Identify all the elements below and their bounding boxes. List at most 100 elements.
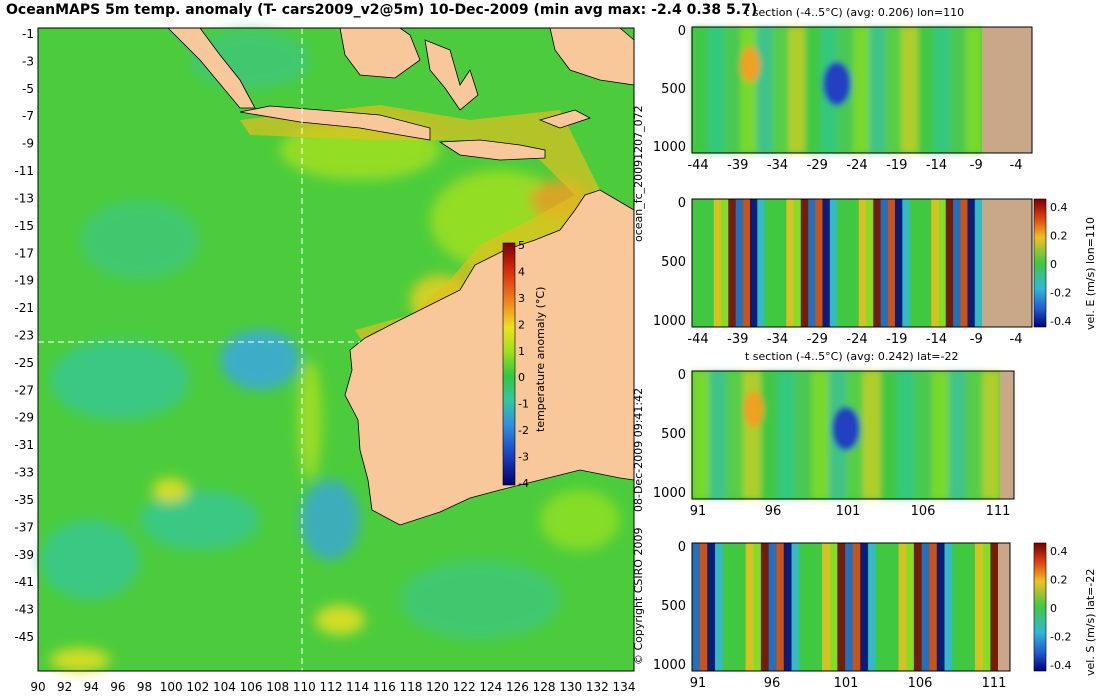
panel-y-tick: 1000 — [653, 140, 686, 155]
panel-stripe — [885, 27, 902, 153]
panel-x-tick: 106 — [908, 676, 933, 691]
lon-tick-label: 92 — [57, 680, 72, 694]
panel-stripe — [783, 543, 792, 671]
panel-stripe — [945, 199, 954, 327]
panel-stripe — [772, 27, 790, 153]
panel-stripe — [974, 199, 983, 327]
panel-stripe — [760, 543, 769, 671]
panel-stripe — [714, 543, 724, 671]
panel-stripe — [750, 199, 758, 327]
panel-stripe — [808, 199, 816, 327]
panel-stripe — [906, 543, 915, 671]
map-colorbar-tick: 4 — [518, 265, 525, 278]
lat-tick-label: -25 — [14, 356, 34, 370]
lat-tick-label: -41 — [14, 575, 34, 589]
panel-y-tick: 0 — [678, 24, 686, 39]
lat-tick-label: -27 — [14, 383, 34, 397]
panel-stripe — [916, 199, 925, 327]
run-date-label: 08-Dec-2009 09:41:42 — [632, 387, 645, 512]
lon-tick-label: 102 — [186, 680, 209, 694]
map-colorbar-tick: 0 — [518, 371, 525, 384]
lat-tick-label: -15 — [14, 219, 34, 233]
panel-colorbar-tick: 0.4 — [1050, 545, 1068, 558]
panel-x-tick: -29 — [807, 332, 828, 347]
cold-blob — [832, 406, 860, 451]
panel-stripe — [844, 199, 852, 327]
panel-y-tick: 1000 — [653, 486, 686, 501]
lon-tick-label: 110 — [293, 680, 316, 694]
panel-stripe — [815, 199, 823, 327]
panel-stripe — [867, 543, 877, 671]
panel-x-tick: -24 — [846, 158, 867, 173]
lat-tick-label: -13 — [14, 191, 34, 205]
panel-stripe — [853, 27, 870, 153]
panel-stripe — [959, 543, 968, 671]
panel-stripe — [730, 543, 739, 671]
panel-seabed — [1000, 371, 1014, 499]
panel-stripe — [728, 199, 736, 327]
panel-stripe — [811, 371, 830, 499]
panel-x-tick: -39 — [727, 158, 748, 173]
lesser-sunda-landmass — [438, 139, 546, 161]
map-colorbar-tick: -4 — [518, 477, 529, 490]
panel-stripe — [866, 199, 874, 327]
panel-stripe — [931, 371, 950, 499]
panel-stripe — [890, 543, 900, 671]
panel-stripe — [948, 371, 967, 499]
panel-x-tick: -44 — [687, 158, 708, 173]
panel-stripe — [743, 371, 761, 499]
panel-x-tick: 111 — [982, 676, 1007, 691]
map-frame — [37, 27, 635, 672]
panel-stripe — [858, 199, 867, 327]
panel-stripe — [726, 371, 744, 499]
cold-blob — [823, 61, 851, 106]
australia-landmass — [344, 189, 635, 526]
panel-stripe — [829, 199, 838, 327]
panel-2-colorbar-label: vel. E (m/s) lon=110 — [1084, 217, 1097, 330]
warm-blob — [743, 391, 764, 428]
section-panel-1[interactable]: 0 500 1000-44 -39 -34 -29 -24 -19 -14 -9 -4 — [653, 24, 1033, 173]
panel-stripe — [863, 371, 881, 499]
lon-tick-label: 96 — [110, 680, 125, 694]
panel-stripe — [829, 543, 838, 671]
panel-stripe — [880, 199, 889, 327]
panel-stripe — [967, 543, 976, 671]
panel-stripe — [745, 543, 754, 671]
timor-landmass — [538, 109, 592, 129]
panel-stripe — [914, 371, 933, 499]
map-colorbar — [502, 242, 516, 486]
panel-x-tick: 91 — [690, 676, 707, 691]
lon-tick-label: 90 — [30, 680, 45, 694]
lon-tick-label: 128 — [533, 680, 556, 694]
panel-stripe — [760, 371, 779, 499]
section-panel-4[interactable]: 0 500 1000 91 96 101 106 111 0.4 0.2 0 -0.2 -0.4 — [653, 540, 1072, 691]
panel-y-tick: 500 — [661, 427, 686, 442]
lat-tick-label: -3 — [22, 54, 34, 68]
panel-frame — [691, 198, 1033, 328]
panel-colorbar-tick: 0.2 — [1050, 574, 1068, 587]
panel-stripe — [692, 543, 701, 671]
panel-stripe — [897, 371, 915, 499]
lon-tick-label: 118 — [399, 680, 422, 694]
lon-tick-label: 126 — [506, 680, 529, 694]
section-panel-3[interactable]: 0 500 1000 91 96 101 106 111 — [653, 368, 1015, 519]
panel-stripe — [735, 199, 744, 327]
section-panel-2[interactable]: 0 500 1000-44 -39 -34 -29 -24 -19 -14 -9 -4 0.4 0.2 0… — [653, 196, 1072, 347]
panel-stripe — [692, 199, 700, 327]
panel-x-tick: 111 — [986, 504, 1011, 519]
panel-stripe — [742, 199, 751, 327]
panel-seabed — [998, 543, 1010, 671]
panel-stripes — [692, 371, 1001, 499]
panel-stripe — [799, 543, 808, 671]
anomaly-map[interactable]: -1-3-5-7-9-11-13-15-17-19-21-23-25-27-29… — [0, 0, 640, 700]
panel-x-tick: -19 — [886, 332, 907, 347]
map-colorbar-tick: -2 — [518, 424, 529, 437]
panel-x-tick: 106 — [911, 504, 936, 519]
panel-stripe — [757, 199, 765, 327]
panel-x-tick: -34 — [767, 158, 788, 173]
panel-stripe — [917, 27, 935, 153]
panel-stripe — [786, 199, 794, 327]
panel-y-tick: 1000 — [653, 314, 686, 329]
panel-stripe — [965, 371, 984, 499]
